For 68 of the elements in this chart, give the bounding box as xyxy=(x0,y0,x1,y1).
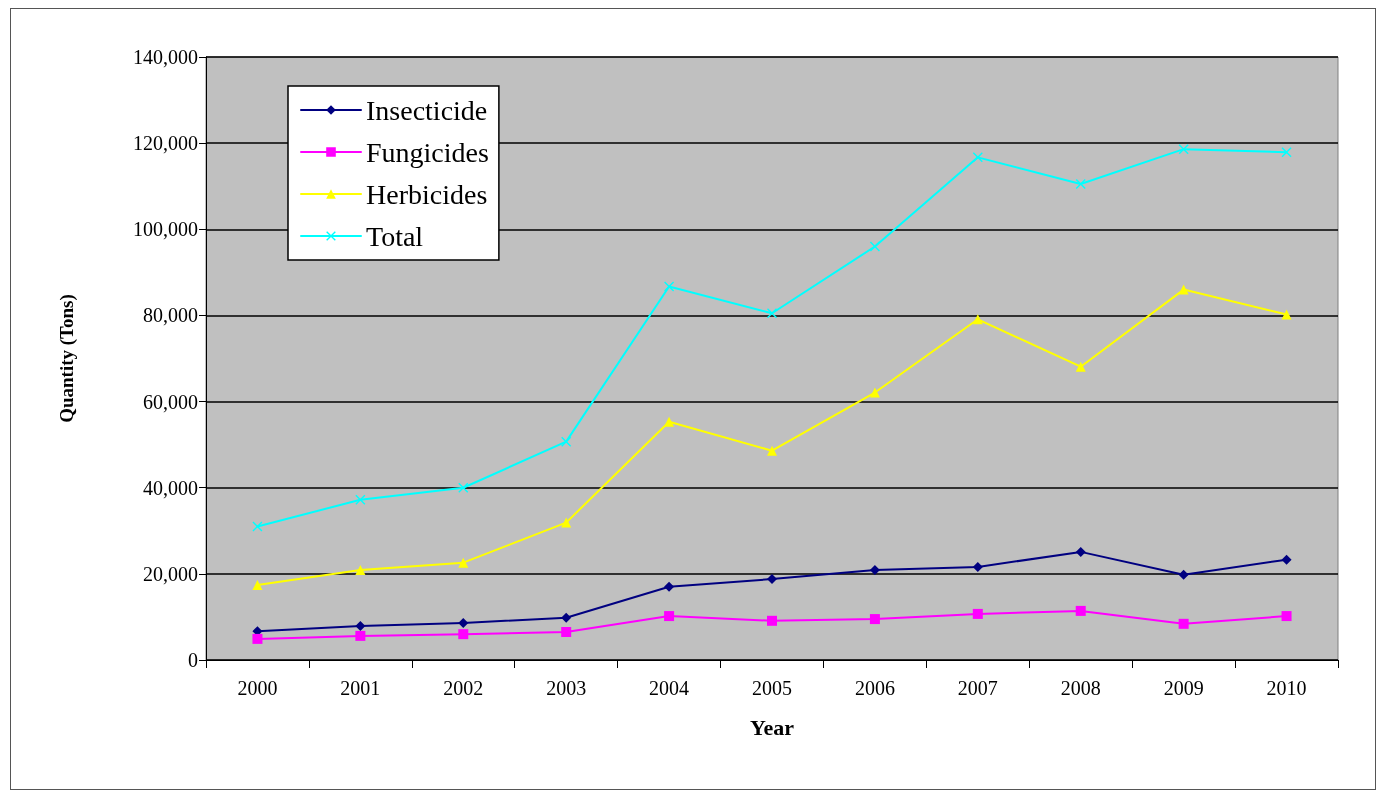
legend-label: Insecticide xyxy=(366,94,488,126)
y-tick-label: 0 xyxy=(188,649,198,671)
point xyxy=(767,445,777,456)
point xyxy=(664,581,675,592)
x-tick-label: 2005 xyxy=(752,677,792,699)
x-tick-label: 2002 xyxy=(443,677,484,699)
x-tick-label: 2008 xyxy=(1060,677,1101,699)
point xyxy=(458,482,469,493)
point xyxy=(561,517,572,528)
point xyxy=(767,574,777,585)
x-tick-label: 2003 xyxy=(546,677,587,699)
point xyxy=(972,152,983,163)
point xyxy=(458,617,469,628)
point xyxy=(1281,309,1292,320)
x-tick-label: 2007 xyxy=(957,677,998,699)
point xyxy=(458,557,469,568)
x-tick-label: 2006 xyxy=(854,677,895,699)
legend-label: Herbicides xyxy=(366,178,488,210)
x-tick-label: 2010 xyxy=(1266,677,1307,699)
point xyxy=(1075,361,1086,372)
point xyxy=(1075,605,1086,616)
point xyxy=(1178,144,1189,155)
point xyxy=(1178,284,1189,295)
y-tick-label: 120,000 xyxy=(133,132,198,155)
point xyxy=(869,241,880,252)
point xyxy=(972,561,983,572)
y-tick-label: 20,000 xyxy=(143,562,198,585)
point xyxy=(972,314,983,325)
point xyxy=(1075,179,1086,190)
point xyxy=(767,615,777,626)
point xyxy=(1075,546,1086,557)
y-tick-label: 140,000 xyxy=(133,46,198,68)
point xyxy=(1281,554,1292,565)
point xyxy=(355,564,366,575)
x-tick-label: 2004 xyxy=(649,677,690,699)
point xyxy=(252,580,263,591)
point xyxy=(664,281,675,292)
x-tick-label: 2001 xyxy=(340,677,381,699)
point xyxy=(561,612,572,623)
y-tick-label: 40,000 xyxy=(143,476,198,499)
y-axis-title: Quantity (Tons) xyxy=(56,294,78,423)
point xyxy=(252,521,263,532)
x-tick-label: 2009 xyxy=(1163,677,1204,699)
point xyxy=(355,620,366,631)
legend-label: Fungicides xyxy=(366,136,489,168)
point xyxy=(1281,611,1292,622)
point xyxy=(561,436,572,447)
point xyxy=(869,387,880,398)
point xyxy=(1281,147,1292,158)
point xyxy=(1178,618,1189,629)
x-axis-title: Year xyxy=(750,714,795,740)
point xyxy=(1178,569,1189,580)
point xyxy=(869,614,880,625)
y-tick-label: 80,000 xyxy=(143,304,198,327)
y-tick-label: 100,000 xyxy=(133,218,198,241)
point xyxy=(869,564,880,575)
point xyxy=(355,494,366,505)
x-tick-label: 2000 xyxy=(237,677,278,699)
legend-label: Total xyxy=(366,220,424,252)
point xyxy=(972,608,983,619)
y-tick-label: 60,000 xyxy=(143,390,198,413)
point xyxy=(355,630,366,641)
point xyxy=(664,611,675,622)
point xyxy=(252,633,263,644)
point xyxy=(458,629,469,640)
point xyxy=(561,627,572,637)
point xyxy=(664,416,675,427)
point xyxy=(767,308,777,319)
